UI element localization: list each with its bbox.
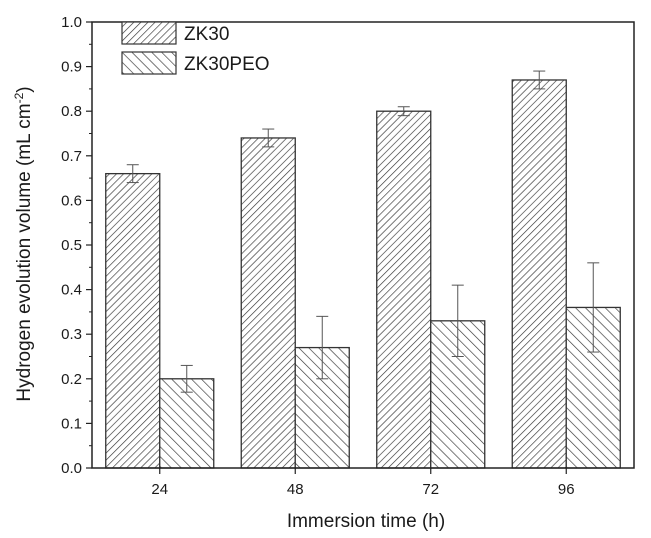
x-axis-label: Immersion time (h) <box>287 511 445 532</box>
y-axis-label: Hydrogen evolution volume (mL cm-2) <box>12 86 35 401</box>
bar-zk30-48 <box>240 137 296 469</box>
legend-swatch-zk30 <box>121 21 177 45</box>
plot-area: 0.0 0.1 0.2 0.3 0.4 0.5 0.6 0.7 0.8 0.9 1.0 24 48 72 9… <box>61 14 635 498</box>
bar-zk30-24 <box>105 172 161 469</box>
y-tick-label-0.6: 0.6 <box>61 192 82 209</box>
x-tick-label-72: 72 <box>422 481 439 498</box>
x-tick-label-48: 48 <box>287 481 304 498</box>
y-tick-label-0.0: 0.0 <box>61 460 82 477</box>
legend: ZK30 ZK30PEO <box>121 21 270 75</box>
y-axis-label-main: Hydrogen evolution volume (mL cm <box>14 103 35 401</box>
y-tick-label-0.5: 0.5 <box>61 237 82 254</box>
y-tick-label-0.8: 0.8 <box>61 103 82 120</box>
x-tick-label-24: 24 <box>151 481 168 498</box>
bar-zk30peo-24 <box>159 378 215 469</box>
y-tick-label-1.0: 1.0 <box>61 14 82 31</box>
y-axis-label-superscript: -2 <box>12 92 26 103</box>
x-tick-label-96: 96 <box>558 481 575 498</box>
legend-label-zk30peo: ZK30PEO <box>184 54 270 75</box>
y-tick-label-0.3: 0.3 <box>61 326 82 343</box>
y-tick-label-0.2: 0.2 <box>61 371 82 388</box>
y-tick-label-0.7: 0.7 <box>61 148 82 165</box>
y-tick-label-0.9: 0.9 <box>61 59 82 76</box>
legend-label-zk30: ZK30 <box>184 24 229 45</box>
y-tick-label-0.1: 0.1 <box>61 415 82 432</box>
bar-zk30-72 <box>376 110 432 469</box>
y-tick-label-0.4: 0.4 <box>61 282 82 299</box>
y-axis-label-suffix: ) <box>14 86 35 92</box>
legend-swatch-zk30peo <box>121 51 177 75</box>
bar-zk30-96 <box>511 79 567 469</box>
